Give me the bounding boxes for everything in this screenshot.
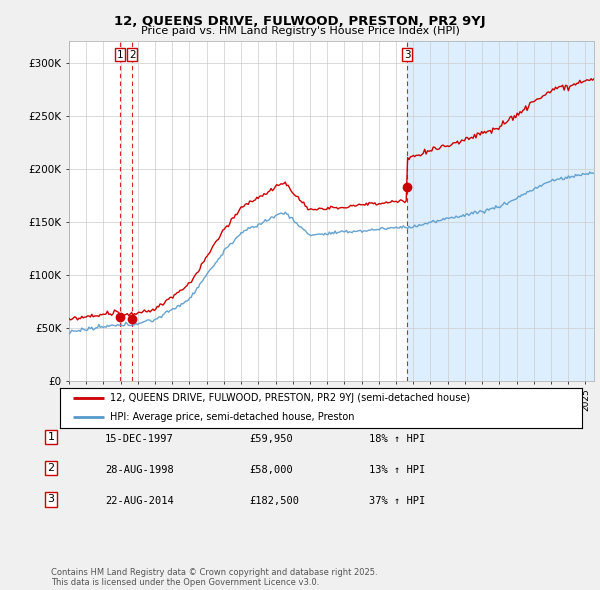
Text: £58,000: £58,000	[249, 465, 293, 475]
Text: 1: 1	[116, 50, 123, 60]
Text: 18% ↑ HPI: 18% ↑ HPI	[369, 434, 425, 444]
Text: 3: 3	[404, 50, 410, 60]
Text: £182,500: £182,500	[249, 496, 299, 506]
Text: Price paid vs. HM Land Registry's House Price Index (HPI): Price paid vs. HM Land Registry's House …	[140, 26, 460, 36]
Text: HPI: Average price, semi-detached house, Preston: HPI: Average price, semi-detached house,…	[110, 412, 354, 422]
Text: 22-AUG-2014: 22-AUG-2014	[105, 496, 174, 506]
Text: 12, QUEENS DRIVE, FULWOOD, PRESTON, PR2 9YJ (semi-detached house): 12, QUEENS DRIVE, FULWOOD, PRESTON, PR2 …	[110, 394, 470, 404]
Text: £59,950: £59,950	[249, 434, 293, 444]
Text: 37% ↑ HPI: 37% ↑ HPI	[369, 496, 425, 506]
Text: Contains HM Land Registry data © Crown copyright and database right 2025.
This d: Contains HM Land Registry data © Crown c…	[51, 568, 377, 587]
Text: 2: 2	[47, 463, 55, 473]
Text: 15-DEC-1997: 15-DEC-1997	[105, 434, 174, 444]
Text: 1: 1	[47, 432, 55, 442]
Text: 3: 3	[47, 494, 55, 504]
Text: 28-AUG-1998: 28-AUG-1998	[105, 465, 174, 475]
Text: 12, QUEENS DRIVE, FULWOOD, PRESTON, PR2 9YJ: 12, QUEENS DRIVE, FULWOOD, PRESTON, PR2 …	[114, 15, 486, 28]
Text: 13% ↑ HPI: 13% ↑ HPI	[369, 465, 425, 475]
Text: 2: 2	[129, 50, 136, 60]
Bar	[407, 41, 594, 381]
